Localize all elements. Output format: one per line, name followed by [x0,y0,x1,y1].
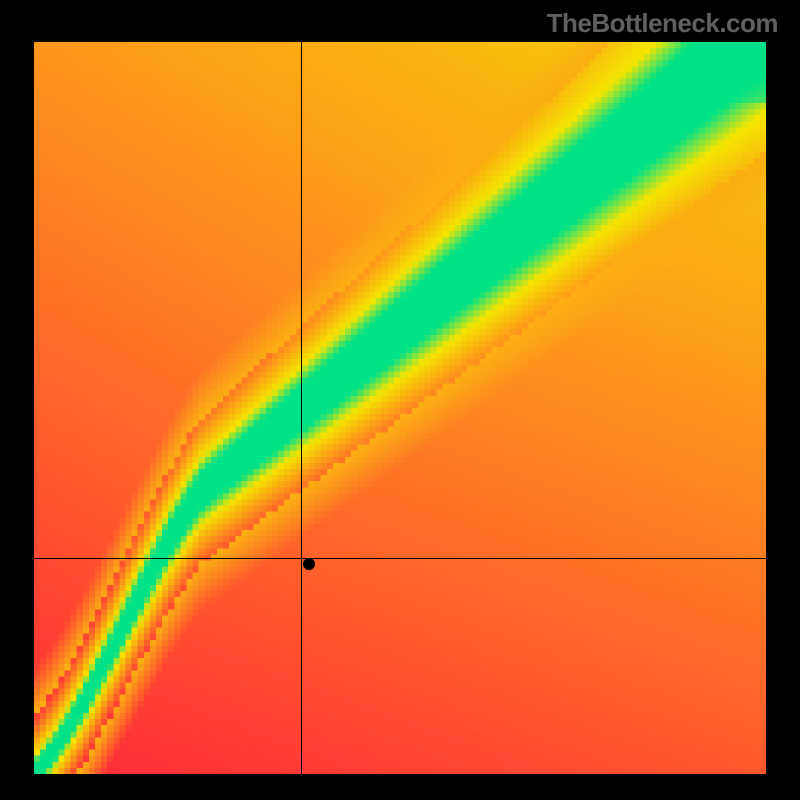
operating-point-marker [303,558,315,570]
crosshair-vertical [301,42,302,774]
crosshair-horizontal [34,558,766,559]
chart-frame [34,42,766,774]
watermark-text: TheBottleneck.com [547,8,778,39]
bottleneck-heatmap [34,42,766,774]
